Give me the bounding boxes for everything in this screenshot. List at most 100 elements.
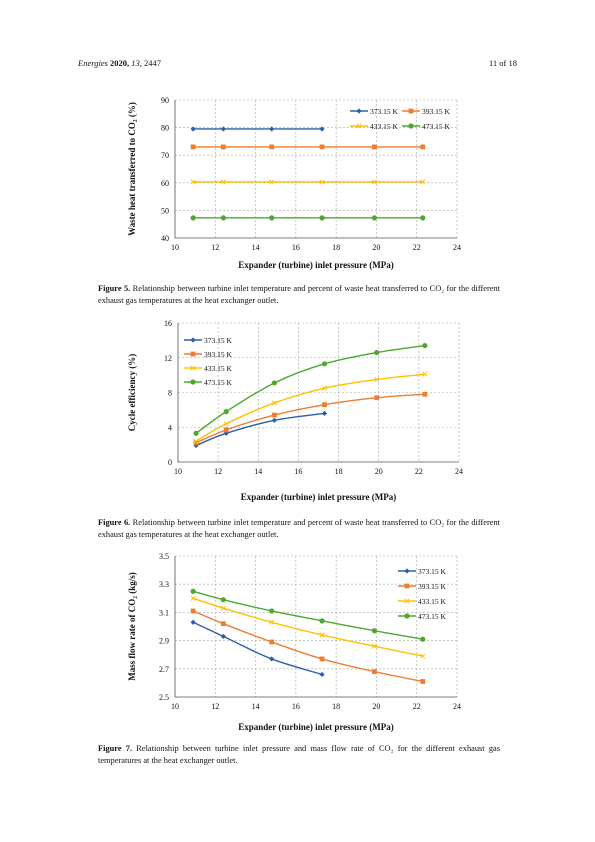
data-point: [193, 438, 199, 444]
legend-marker: [404, 613, 410, 619]
series-line: [192, 590, 423, 640]
series-43315k: [190, 179, 426, 185]
data-point: [319, 656, 325, 662]
x-tick-label: 12: [211, 702, 219, 711]
series-47315k: [193, 342, 428, 436]
y-axis-label: Mass flow rate of CO₂ (kg/s): [127, 572, 137, 680]
data-point: [271, 380, 277, 386]
data-point: [220, 215, 226, 221]
x-tick-label: 14: [252, 702, 260, 711]
x-tick-label: 20: [372, 702, 380, 711]
legend-label: 473.15 K: [204, 378, 233, 387]
data-point: [190, 608, 196, 614]
page-number: 11 of 18: [488, 58, 517, 68]
y-tick-label: 60: [161, 179, 169, 188]
data-point: [220, 179, 226, 185]
figure-5-caption: Figure 5. Relationship between turbine i…: [98, 283, 500, 307]
data-point: [190, 595, 196, 601]
legend-marker: [408, 108, 414, 114]
x-tick-label: 10: [171, 243, 179, 252]
data-point: [420, 679, 426, 684]
data-point: [271, 417, 277, 423]
x-tick-label: 14: [252, 243, 260, 252]
legend-label: 473.15 K: [418, 612, 447, 621]
y-tick-label: 2.9: [159, 637, 169, 646]
y-tick-label: 0: [168, 458, 172, 467]
legend-marker: [404, 583, 410, 589]
x-axis-label: Expander (turbine) inlet pressure (MPa): [241, 492, 397, 502]
data-point: [269, 126, 275, 132]
article-number: 2447: [144, 58, 162, 68]
data-point: [321, 410, 328, 416]
series-line: [195, 393, 425, 444]
x-tick-label: 10: [174, 467, 182, 476]
x-tick-label: 18: [332, 243, 340, 252]
data-point: [190, 179, 196, 185]
legend: 373.15 K 393.15 K 433.15 K 473.15 K: [350, 107, 451, 131]
data-point: [223, 427, 229, 433]
data-point: [190, 126, 196, 132]
series-37315k: [193, 410, 328, 449]
y-tick-label: 70: [161, 151, 169, 160]
figure-5-text: Relationship between turbine inlet tempe…: [98, 284, 501, 305]
data-point: [220, 605, 226, 611]
legend-label: 393.15 K: [204, 350, 233, 359]
figure-6-chart: 0 4 8 12 16 10 12 14 16 18 20 22 24 Expander (turbine…: [0, 318, 595, 508]
data-point: [220, 126, 226, 132]
x-tick-label: 16: [294, 467, 302, 476]
legend-label: 373.15 K: [204, 336, 233, 345]
journal-volume: 13,: [131, 58, 142, 68]
y-tick-label: 90: [161, 96, 169, 105]
series-line: [192, 621, 323, 676]
x-tick-label: 14: [254, 467, 262, 476]
y-tick-label: 3.3: [159, 580, 169, 589]
data-point: [271, 400, 277, 406]
x-tick-label: 12: [211, 243, 219, 252]
data-point: [319, 671, 325, 678]
figure-7-text: Relationship between turbine inlet press…: [98, 744, 500, 765]
legend-marker: [404, 598, 410, 604]
series-39315k: [193, 391, 428, 446]
data-point: [322, 402, 327, 408]
x-axis-label: Expander (turbine) inlet pressure (MPa): [238, 722, 394, 732]
series-47315k: [190, 215, 426, 221]
data-point: [269, 215, 275, 221]
legend-marker: [190, 379, 196, 385]
data-point: [319, 179, 325, 185]
data-point: [269, 639, 275, 645]
y-tick-label: 12: [164, 354, 172, 363]
data-point: [269, 608, 275, 614]
series-43315k: [190, 595, 426, 659]
x-tick-label: 22: [415, 467, 423, 476]
data-point: [420, 215, 426, 221]
series-47315k: [190, 588, 426, 642]
figure-7-caption: Figure 7. Relationship between turbine i…: [98, 743, 500, 767]
legend-marker: [356, 108, 362, 114]
series-line: [192, 610, 423, 683]
data-point: [269, 656, 275, 662]
chart-svg: 0 4 8 12 16 10 12 14 16 18 20 22 24 Expander (turbine…: [127, 319, 463, 502]
data-point: [422, 371, 428, 377]
legend-label: 473.15 K: [422, 122, 451, 131]
series-line: [195, 412, 325, 447]
axes: [174, 100, 457, 239]
data-point: [321, 385, 328, 391]
data-point: [220, 633, 226, 639]
legend-label: 433.15 K: [204, 364, 233, 373]
y-tick-label: 8: [168, 389, 172, 398]
y-tick-label: 40: [161, 234, 169, 243]
data-point: [319, 618, 325, 624]
y-axis-label: Waste heat transferred to CO₂ (%): [127, 102, 137, 236]
y-tick-label: 2.7: [159, 665, 169, 674]
series-line: [192, 597, 423, 657]
series-39315k: [190, 608, 426, 684]
data-point: [319, 144, 325, 150]
x-tick-label: 16: [292, 243, 300, 252]
legend-label: 433.15 K: [418, 597, 447, 606]
data-point: [319, 632, 325, 638]
data-point: [190, 144, 196, 150]
y-axis-label: Cycle efficiency (%): [127, 354, 137, 431]
x-tick-label: 22: [413, 702, 421, 711]
data-point: [420, 636, 426, 642]
axes: [174, 556, 457, 698]
